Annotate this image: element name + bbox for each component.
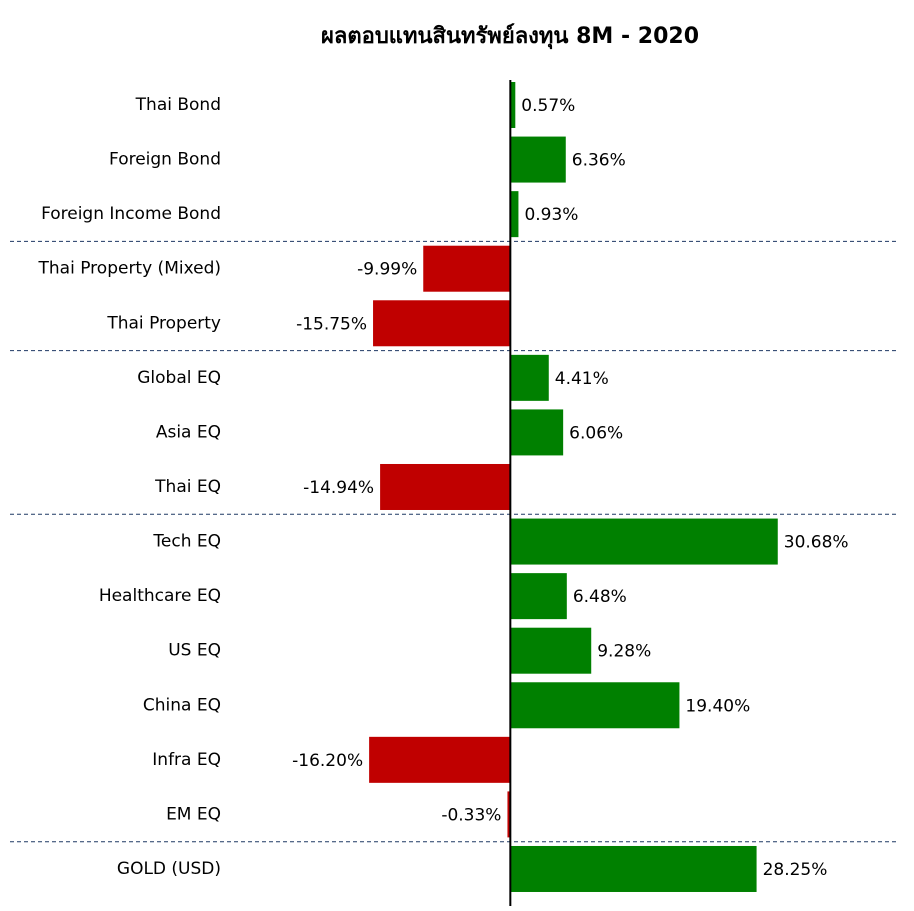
bar [423, 245, 511, 292]
category-label: Thai Bond [135, 95, 221, 115]
category-label: Global EQ [137, 368, 221, 388]
category-label: Foreign Income Bond [41, 204, 221, 224]
bar [369, 736, 511, 783]
category-label: China EQ [143, 695, 221, 715]
category-label: GOLD (USD) [117, 859, 221, 879]
bar [510, 682, 680, 729]
chart-title: ผลตอบแทนสินทรัพย์ลงทุน 8M - 2020 [321, 23, 699, 50]
value-label: 28.25% [763, 860, 828, 880]
value-label: 19.40% [685, 696, 750, 716]
category-label: Thai Property (Mixed) [38, 259, 221, 279]
value-label: -16.20% [292, 751, 363, 771]
bar [510, 82, 516, 128]
category-label: Thai Property [106, 313, 221, 333]
bar [510, 518, 778, 565]
value-label: 9.28% [597, 642, 651, 662]
bar [507, 791, 511, 838]
category-label: Foreign Bond [109, 150, 221, 170]
bar [510, 191, 519, 238]
category-label: Thai EQ [154, 477, 221, 497]
value-label: -0.33% [441, 805, 501, 825]
value-label: 0.93% [524, 205, 578, 225]
value-label: -15.75% [296, 314, 367, 334]
value-label: 30.68% [784, 533, 849, 553]
bar [510, 136, 566, 183]
bar [510, 573, 567, 620]
bar [373, 300, 511, 347]
value-label: 4.41% [555, 369, 609, 389]
value-label: -14.94% [303, 478, 374, 498]
value-label: 6.36% [572, 151, 626, 171]
bar [510, 627, 592, 674]
value-label: 0.57% [521, 96, 575, 116]
category-label: Tech EQ [152, 532, 221, 552]
bar [510, 409, 564, 456]
category-label: US EQ [168, 641, 221, 661]
bar [510, 354, 549, 401]
value-label: -9.99% [357, 260, 417, 280]
category-label: EM EQ [166, 804, 221, 824]
value-label: 6.48% [573, 587, 627, 607]
category-label: Asia EQ [156, 422, 221, 442]
bar [380, 463, 511, 510]
category-label: Healthcare EQ [99, 586, 221, 606]
bar [510, 845, 757, 892]
category-label: Infra EQ [152, 750, 221, 770]
value-label: 6.06% [569, 423, 623, 443]
